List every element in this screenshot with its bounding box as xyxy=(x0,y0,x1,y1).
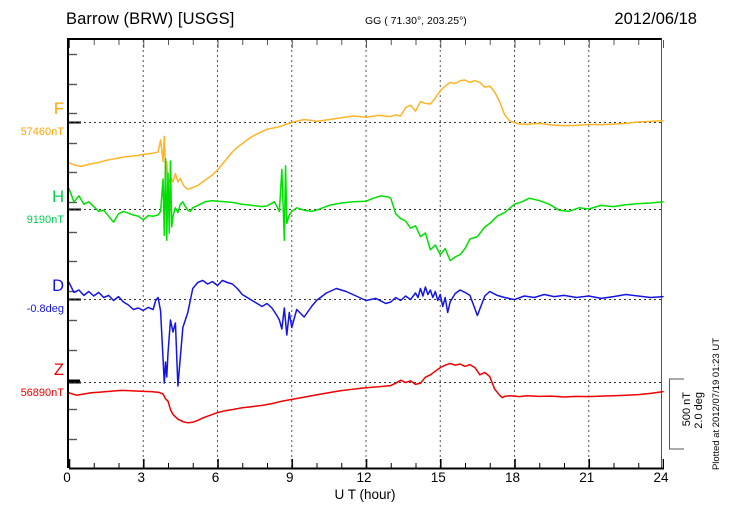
x-tick-21: 21 xyxy=(579,470,595,485)
x-tick-0: 0 xyxy=(63,470,71,485)
x-tick-9: 9 xyxy=(285,470,294,485)
trace-label-H: H xyxy=(52,188,64,206)
scale-bar-nt-label: 500 nT xyxy=(681,392,693,427)
geographic-coordinates: GG ( 71.30°, 203.25°) xyxy=(365,15,467,27)
x-tick-3: 3 xyxy=(137,470,145,485)
x-tick-12: 12 xyxy=(356,470,372,485)
scale-bar xyxy=(669,378,684,450)
x-tick-18: 18 xyxy=(504,470,521,485)
scale-bar-deg-label: 2.0 deg xyxy=(693,392,705,429)
trace-baseline-H: 9190nT xyxy=(26,214,64,226)
x-axis-title: U T (hour) xyxy=(334,487,396,502)
trace-baseline-F: 57460nT xyxy=(20,126,64,138)
station-title: Barrow (BRW) [USGS] xyxy=(66,10,235,28)
trace-label-D: D xyxy=(52,277,64,295)
plotted-timestamp: Plotted at 2012/07/19 01:23 UT xyxy=(711,338,722,471)
x-tick-24: 24 xyxy=(653,470,669,485)
trace-label-Z: Z xyxy=(53,361,64,379)
x-tick-15: 15 xyxy=(430,470,446,485)
magnetogram-plot-area xyxy=(67,38,664,470)
observation-date: 2012/06/18 xyxy=(614,10,697,28)
x-tick-6: 6 xyxy=(211,470,220,485)
magnetogram-traces xyxy=(69,40,664,470)
trace-label-F: F xyxy=(53,100,64,118)
trace-baseline-Z: 56890nT xyxy=(20,387,64,399)
trace-baseline-D: -0.8deg xyxy=(26,303,64,315)
